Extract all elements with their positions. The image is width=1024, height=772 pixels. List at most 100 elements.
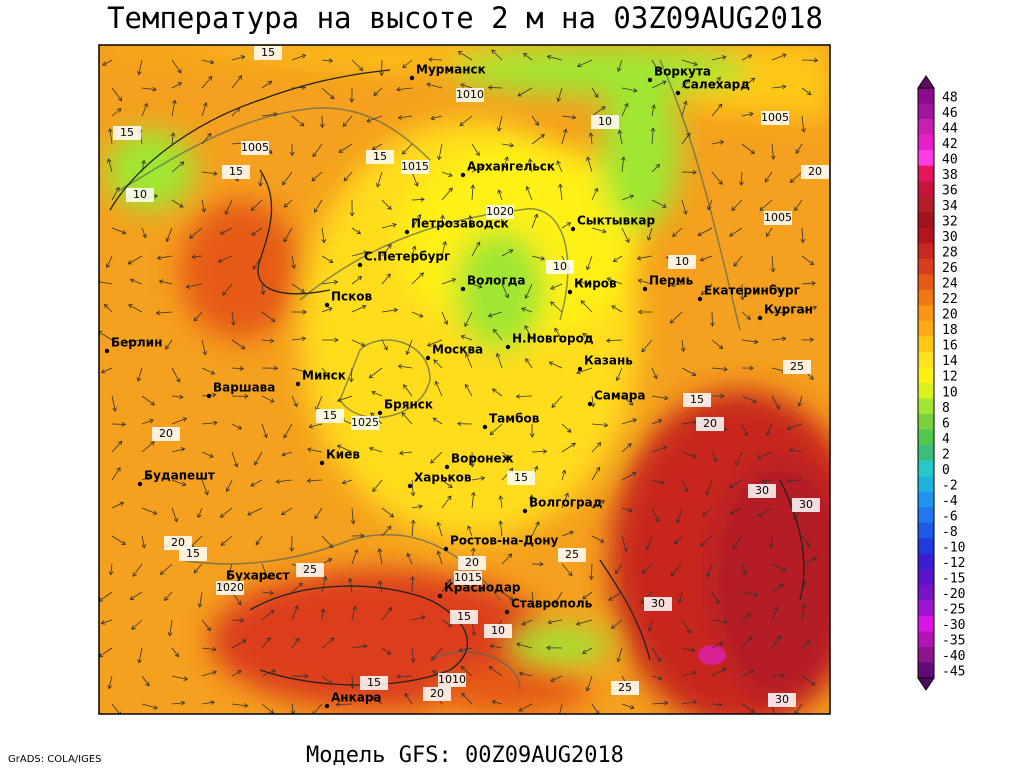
wind-arrow [501,142,515,148]
wind-arrow [741,635,753,649]
wind-arrow [621,443,632,453]
wind-arrow [381,507,395,518]
wind-arrow [398,450,413,456]
colorbar-label: 34 [942,199,958,214]
wind-arrow [100,367,113,374]
colorbar-label: -35 [942,634,965,649]
wind-arrow [411,615,426,621]
city-label: С.Петербург [364,250,450,264]
contour-label-box [611,681,639,695]
wind-arrow [771,634,781,649]
colorbar-swatch [918,367,934,384]
wind-arrow [141,86,157,92]
contour-label-box [113,126,141,140]
contour-label: 30 [651,597,665,610]
city-dot [570,226,576,232]
wind-arrow [697,227,713,237]
wind-arrow [224,199,233,215]
wind-arrow [410,479,416,497]
wind-arrow [548,361,563,369]
wind-arrow [247,507,263,516]
wind-arrow [786,423,803,431]
colorbar-label: -45 [942,665,965,680]
colorbar-swatch [918,351,934,368]
wind-arrow [280,507,293,515]
wind-arrow [591,187,599,201]
wind-arrow [127,255,143,265]
colorbar-swatch [918,553,934,570]
wind-arrow [441,578,452,593]
wind-arrow [410,519,416,537]
wind-arrow [321,337,339,343]
wind-arrow [433,359,443,369]
contour-label: 20 [159,427,173,440]
map-frame [98,44,831,715]
colorbar-label: 44 [942,121,958,136]
wind-arrow [314,507,323,520]
city-dot [443,546,449,552]
wind-arrow [491,388,503,397]
city-dot [104,348,110,354]
wind-arrow [681,647,696,653]
city-dot [407,483,413,489]
wind-arrow [681,78,691,89]
city-label: Брянск [384,398,433,412]
wind-arrow [651,700,669,706]
city-dot [577,366,583,372]
wind-arrow [107,675,113,690]
wind-arrow [171,161,185,173]
wind-arrow [471,143,480,157]
wind-arrow [707,199,713,211]
city-dot [324,703,330,709]
wind-arrow [397,364,413,369]
city-label: Салехард [682,78,750,92]
wind-arrow [411,272,425,285]
wind-arrow [741,77,756,89]
wind-arrow [321,307,333,313]
wind-arrow [111,108,122,117]
wind-arrow [201,451,214,458]
wind-arrow [771,53,787,61]
wind-arrow [201,102,208,117]
wind-arrow [681,132,691,145]
wind-arrow [290,703,296,714]
contour-label: 25 [303,563,317,576]
wind-arrow [741,563,747,576]
wind-arrow [141,395,156,406]
wind-arrow [651,647,661,663]
wind-arrow [261,563,270,580]
contour-label: 20 [465,556,479,569]
colorbar-label: -15 [942,572,965,587]
wind-arrow [681,169,698,175]
city-label: Курган [764,303,813,317]
wind-arrow [201,339,208,356]
wind-arrow [761,478,773,484]
contour-label: 30 [755,484,769,497]
colorbar-label: 22 [942,292,958,307]
wind-arrow [404,692,413,705]
colorbar-swatch [918,212,934,229]
wind-arrow [621,87,638,93]
wind-arrow [128,304,143,313]
contour-label-box [438,673,466,687]
city-label: Казань [584,354,633,368]
wind-arrow [491,49,503,61]
wind-arrow [441,495,452,509]
wind-arrow [561,222,572,229]
wind-arrow [616,647,623,663]
wind-arrow [351,605,357,621]
wind-arrow [320,608,326,621]
wind-arrow [531,591,536,609]
wind-arrow [524,283,533,300]
colorbar-swatch [918,243,934,260]
wind-arrow [554,591,563,605]
wind-arrow [766,423,773,436]
wind-arrow [171,447,186,453]
colorbar-label: 32 [942,214,958,229]
wind-arrow [141,475,152,481]
wind-arrow [201,420,218,426]
wind-arrow [231,75,243,89]
wind-arrow [491,699,503,705]
wind-arrow [470,491,476,509]
wind-arrow [728,479,743,489]
